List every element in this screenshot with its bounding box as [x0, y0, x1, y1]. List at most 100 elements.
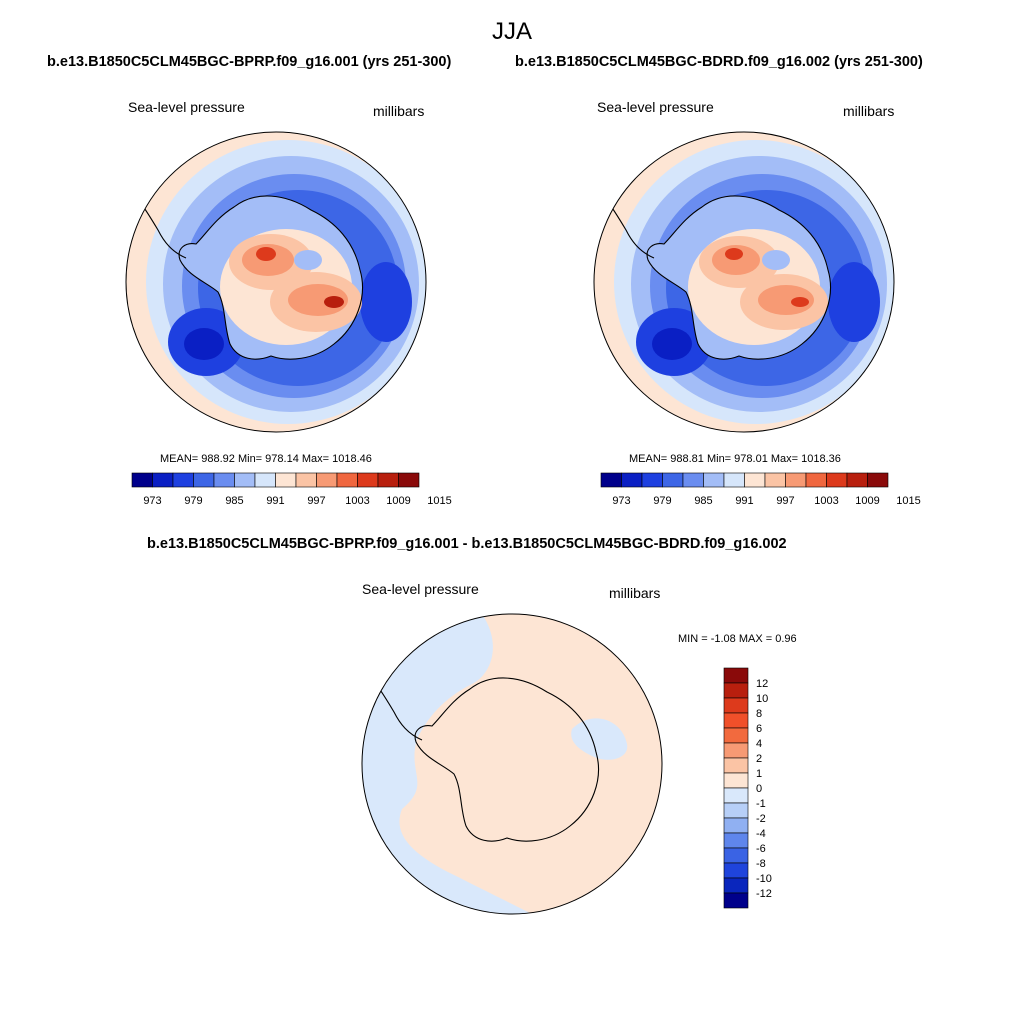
diff-colorbar-box [723, 847, 749, 864]
diff-colorbar-box [723, 862, 749, 879]
left-stats: MEAN= 988.92 Min= 978.14 Max= 1018.46 [160, 453, 372, 465]
diff-colorbar-box [723, 727, 749, 744]
colorbar-box [316, 472, 338, 488]
diff-colorbar-box [723, 682, 749, 699]
colorbar-box [662, 472, 684, 488]
diff-colorbar-tick-label: -8 [756, 858, 766, 870]
figure-title: JJA [491, 18, 532, 45]
colorbar-box [295, 472, 317, 488]
difference-title: b.e13.B1850C5CLM45BGC-BPRP.f09_g16.001 -… [147, 536, 787, 552]
negative-region-east [571, 718, 628, 760]
left-colorbar: 973 979 985 991 997 1003 1009 1015 [131, 472, 452, 507]
diff-colorbar-box [723, 877, 749, 894]
diff-colorbar-tick-label: -4 [756, 828, 766, 840]
diff-colorbar-box [723, 802, 749, 819]
low-core-west [184, 328, 224, 360]
diff-colorbar-tick-label: 12 [756, 678, 768, 690]
diff-units-label: millibars [609, 585, 661, 601]
colorbar-tick-label: 973 [143, 495, 161, 507]
colorbar-tick-label: 997 [776, 495, 794, 507]
colorbar-tick-label: 979 [653, 495, 671, 507]
diff-colorbar-tick-label: 6 [756, 723, 762, 735]
left-case-title: b.e13.B1850C5CLM45BGC-BPRP.f09_g16.001 (… [47, 54, 452, 70]
diff-colorbar-box [723, 787, 749, 804]
negative-region-west [362, 614, 532, 914]
diff-colorbar-box [723, 742, 749, 759]
map-border [361, 613, 663, 915]
colorbar-tick-label: 1003 [345, 495, 369, 507]
colorbar-box [744, 472, 766, 488]
colorbar-box [131, 472, 153, 488]
colorbar-box [213, 472, 235, 488]
colorbar-tick-label: 1009 [855, 495, 879, 507]
colorbar-box [172, 472, 194, 488]
colorbar-tick-label: 979 [184, 495, 202, 507]
colorbar-tick-label: 1015 [427, 495, 451, 507]
diff-colorbar-tick-label: 8 [756, 708, 762, 720]
colorbar-box [254, 472, 276, 488]
diff-colorbar-tick-label: -10 [756, 873, 772, 885]
right-stats: MEAN= 988.81 Min= 978.01 Max= 1018.36 [629, 453, 841, 465]
colorbar-box [641, 472, 663, 488]
difference-polar-map [361, 613, 663, 915]
dome-low-patch [294, 250, 322, 270]
map-border [593, 131, 895, 433]
colorbar-box [805, 472, 827, 488]
colorbar-tick-label: 1009 [386, 495, 410, 507]
right-polar-map [593, 131, 895, 433]
colorbar-tick-label: 985 [694, 495, 712, 507]
diff-colorbar-tick-label: -2 [756, 813, 766, 825]
right-units-label: millibars [843, 103, 895, 119]
right-colorbar: 973 979 985 991 997 1003 1009 1015 [600, 472, 921, 507]
right-variable-label: Sea-level pressure [597, 99, 714, 115]
plateau-1009-east [288, 284, 348, 316]
colorbar-box [621, 472, 643, 488]
diff-colorbar-box [723, 832, 749, 849]
diff-colorbar-box [723, 772, 749, 789]
plateau-1009-west [712, 245, 760, 275]
colorbar-box [785, 472, 807, 488]
diff-colorbar-tick-label: -12 [756, 888, 772, 900]
colorbar-tick-label: 1015 [896, 495, 920, 507]
diff-colorbar-tick-label: -1 [756, 798, 766, 810]
plateau-1009-east [758, 285, 814, 315]
low-center-east [360, 262, 412, 342]
colorbar-tick-label: 991 [266, 495, 284, 507]
diff-colorbar-tick-label: -6 [756, 843, 766, 855]
colorbar-tick-label: 973 [612, 495, 630, 507]
diff-colorbar-box [723, 757, 749, 774]
colorbar-box [846, 472, 868, 488]
colorbar-box [377, 472, 399, 488]
right-case-title: b.e13.B1850C5CLM45BGC-BDRD.f09_g16.002 (… [515, 54, 923, 70]
colorbar-tick-label: 991 [735, 495, 753, 507]
diff-colorbar-tick-label: 0 [756, 783, 762, 795]
low-center-east [828, 262, 880, 342]
colorbar-box [703, 472, 725, 488]
diff-colorbar-tick-label: 10 [756, 693, 768, 705]
colorbar-box [357, 472, 379, 488]
low-core-west [652, 328, 692, 360]
high-peak-west [725, 248, 743, 260]
left-polar-map [125, 131, 427, 433]
colorbar-box [826, 472, 848, 488]
colorbar-tick-label: 997 [307, 495, 325, 507]
colorbar-box [152, 472, 174, 488]
high-peak-west [256, 247, 276, 261]
colorbar-box [336, 472, 358, 488]
diff-colorbar-box [723, 667, 749, 684]
colorbar-box [398, 472, 420, 488]
colorbar-box [234, 472, 256, 488]
colorbar-box [682, 472, 704, 488]
diff-colorbar-box [723, 817, 749, 834]
diff-colorbar-box [723, 892, 749, 909]
map-border [125, 131, 427, 433]
colorbar-tick-label: 985 [225, 495, 243, 507]
left-units-label: millibars [373, 103, 425, 119]
high-peak-east [791, 297, 809, 307]
colorbar-tick-label: 1003 [814, 495, 838, 507]
colorbar-box [275, 472, 297, 488]
high-peak-east [324, 296, 344, 308]
diff-colorbar-tick-label: 1 [756, 768, 762, 780]
diff-stats: MIN = -1.08 MAX = 0.96 [678, 633, 797, 645]
